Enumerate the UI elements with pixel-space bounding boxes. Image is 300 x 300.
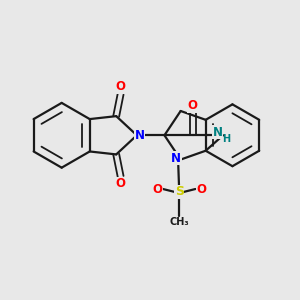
- Text: O: O: [116, 80, 126, 93]
- Text: N: N: [171, 152, 181, 165]
- Text: CH₃: CH₃: [169, 217, 189, 227]
- Text: S: S: [175, 185, 184, 199]
- Text: O: O: [152, 182, 162, 196]
- Text: O: O: [116, 177, 126, 190]
- Text: O: O: [188, 99, 198, 112]
- Text: N: N: [135, 129, 145, 142]
- Text: H: H: [222, 134, 230, 144]
- Text: O: O: [196, 182, 206, 196]
- Text: N: N: [213, 126, 223, 139]
